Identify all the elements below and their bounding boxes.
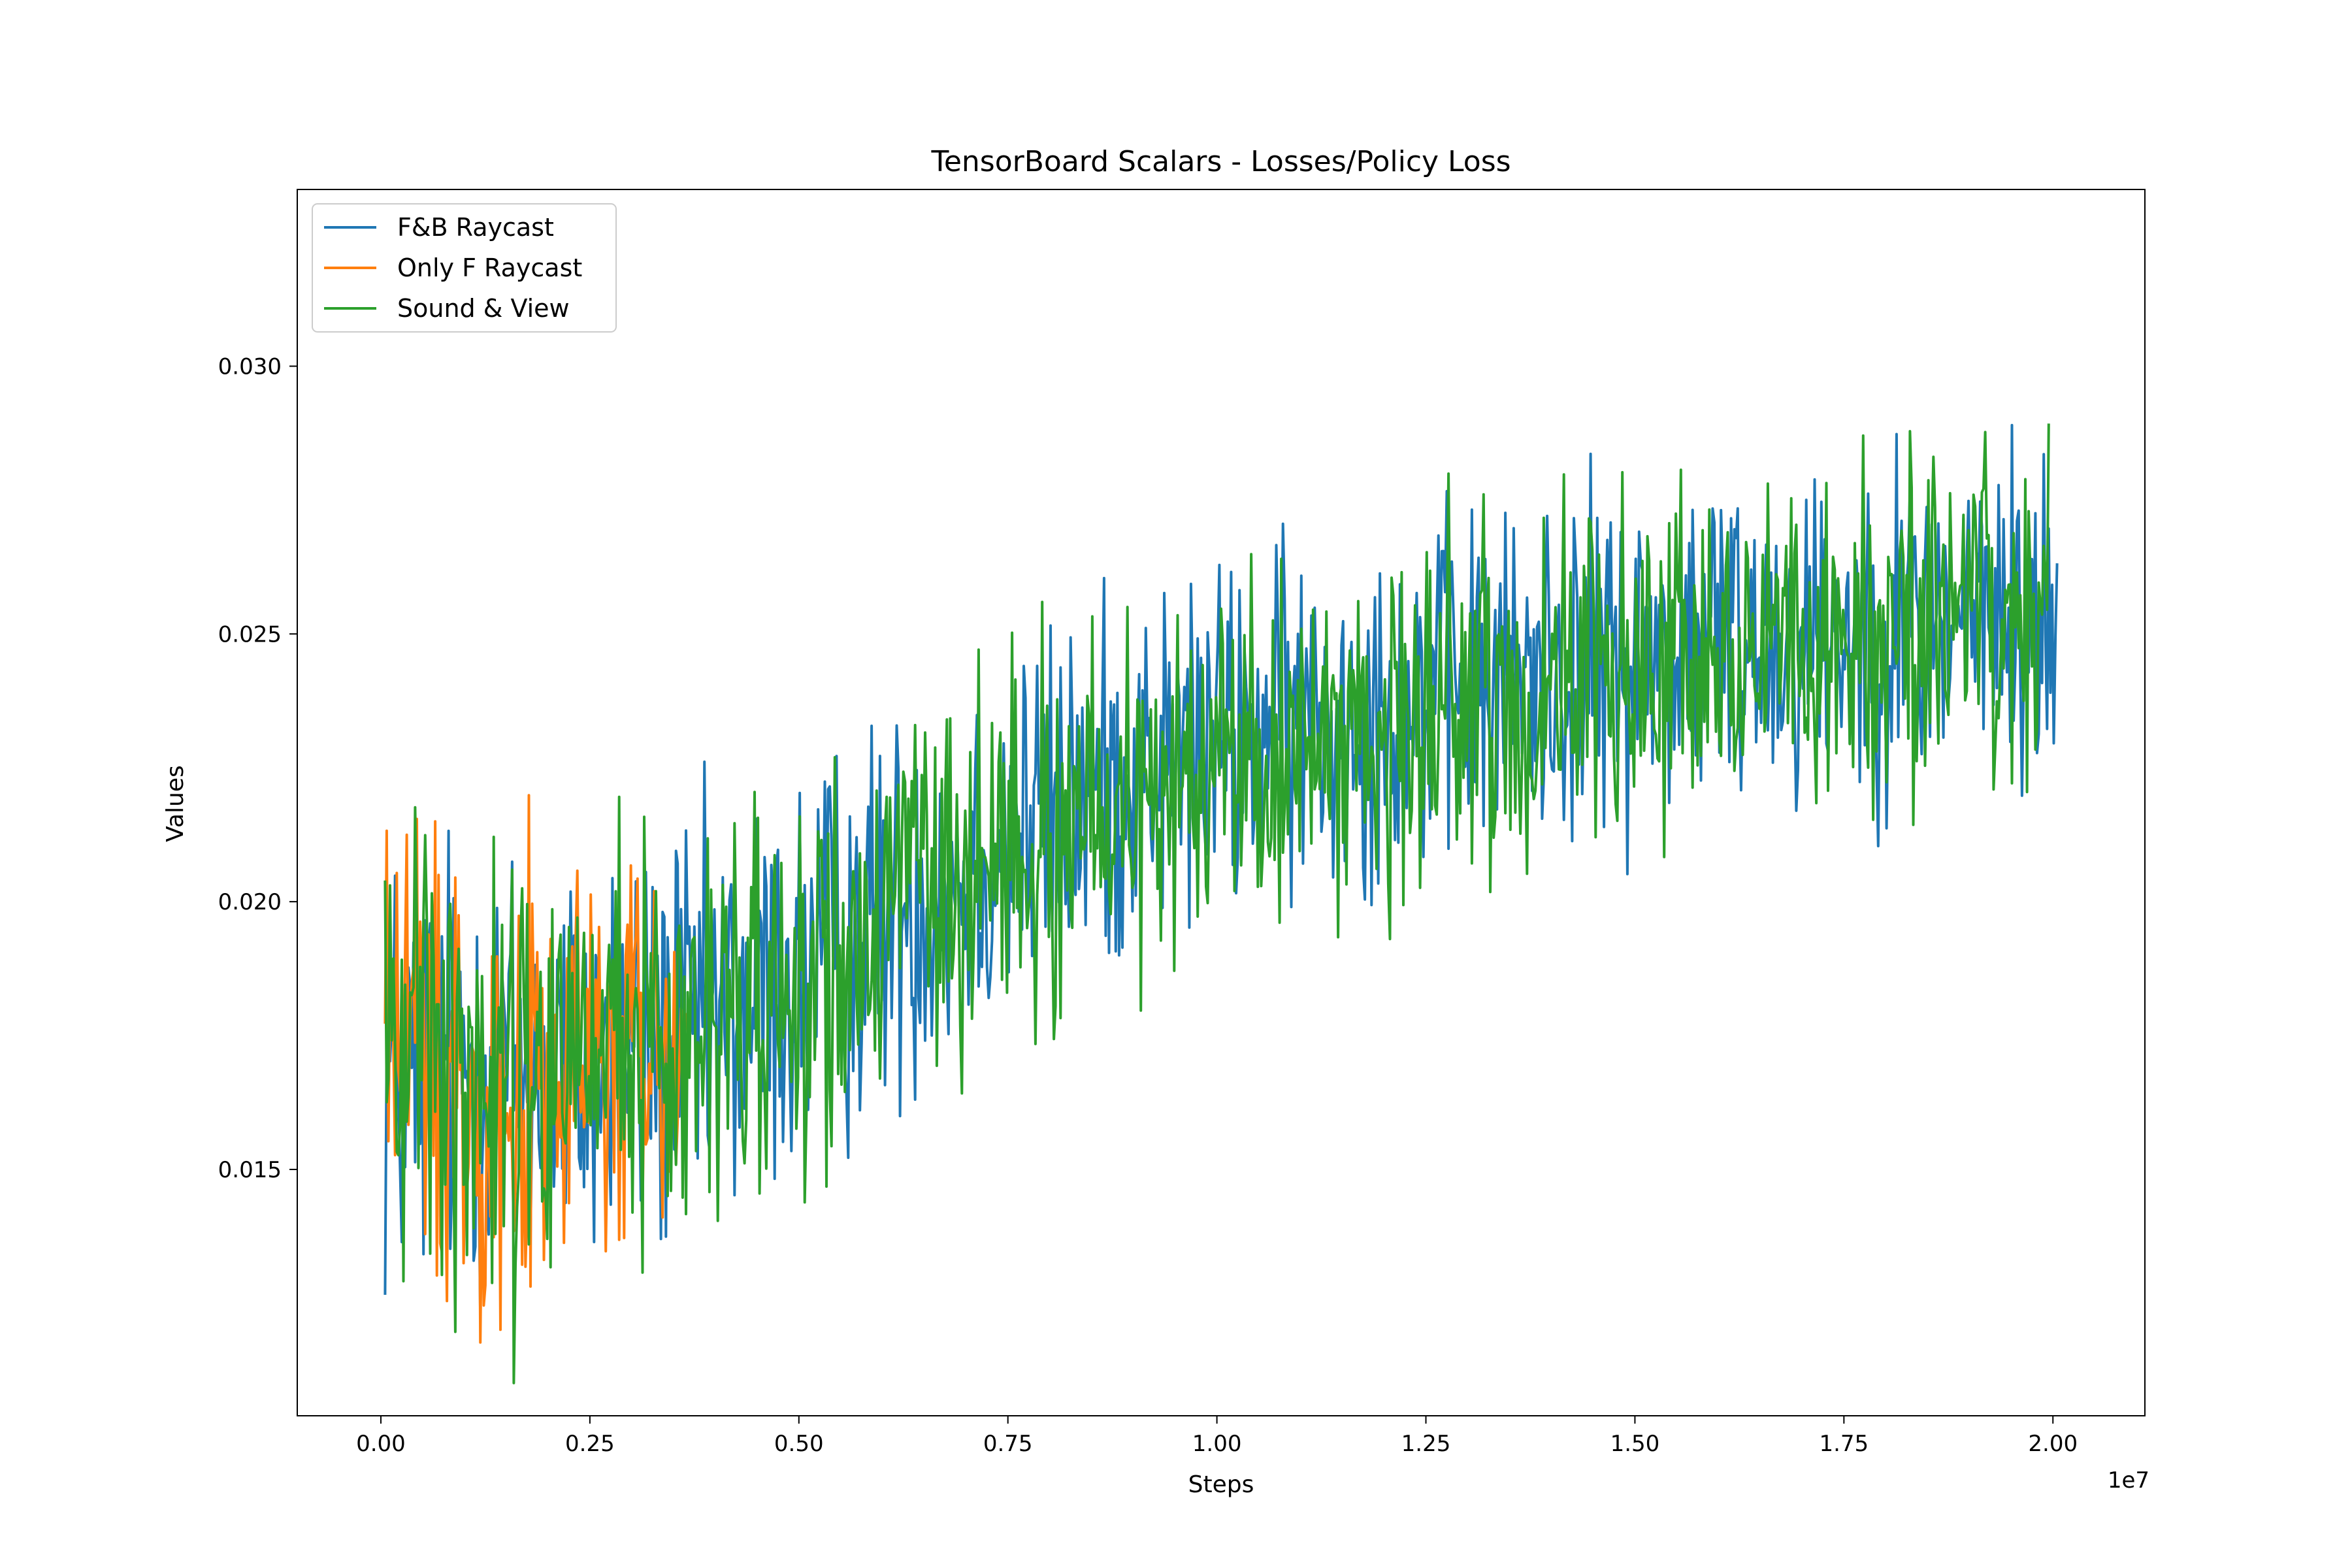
series-line-1 — [384, 794, 687, 1344]
x-tick-label: 0.50 — [774, 1431, 824, 1457]
chart-title: TensorBoard Scalars - Losses/Policy Loss — [930, 145, 1511, 178]
legend-label: Sound & View — [397, 294, 570, 323]
legend-box — [312, 203, 617, 333]
y-tick-label: 0.015 — [218, 1157, 282, 1183]
legend-label: Only F Raycast — [397, 253, 582, 282]
x-tick-label: 0.00 — [356, 1431, 406, 1457]
x-axis-label: Steps — [1188, 1471, 1254, 1498]
x-tick-label: 0.25 — [565, 1431, 615, 1457]
legend-label: F&B Raycast — [397, 213, 554, 242]
y-axis: 0.015 0.020 0.025 0.030 — [218, 353, 297, 1183]
series-layer — [384, 423, 2059, 1384]
x-tick-label: 1.00 — [1192, 1431, 1242, 1457]
x-axis-offset-label: 1e7 — [2108, 1467, 2149, 1494]
legend: F&B Raycast Only F Raycast Sound & View — [312, 203, 617, 333]
x-tick-label: 2.00 — [2028, 1431, 2078, 1457]
series-line-2 — [384, 423, 2050, 1384]
x-tick-label: 1.75 — [1819, 1431, 1869, 1457]
y-axis-label: Values — [162, 765, 189, 842]
plot-frame — [297, 189, 2146, 1416]
y-tick-label: 0.030 — [218, 353, 282, 380]
x-tick-label: 1.25 — [1401, 1431, 1451, 1457]
x-tick-label: 0.75 — [983, 1431, 1033, 1457]
x-axis: 0.00 0.25 0.50 0.75 1.00 1.25 1.50 1.75 2.00 — [356, 1416, 2078, 1457]
x-tick-label: 1.50 — [1610, 1431, 1660, 1457]
y-tick-label: 0.020 — [218, 889, 282, 915]
y-tick-label: 0.025 — [218, 621, 282, 647]
plot-area — [297, 189, 2145, 1416]
